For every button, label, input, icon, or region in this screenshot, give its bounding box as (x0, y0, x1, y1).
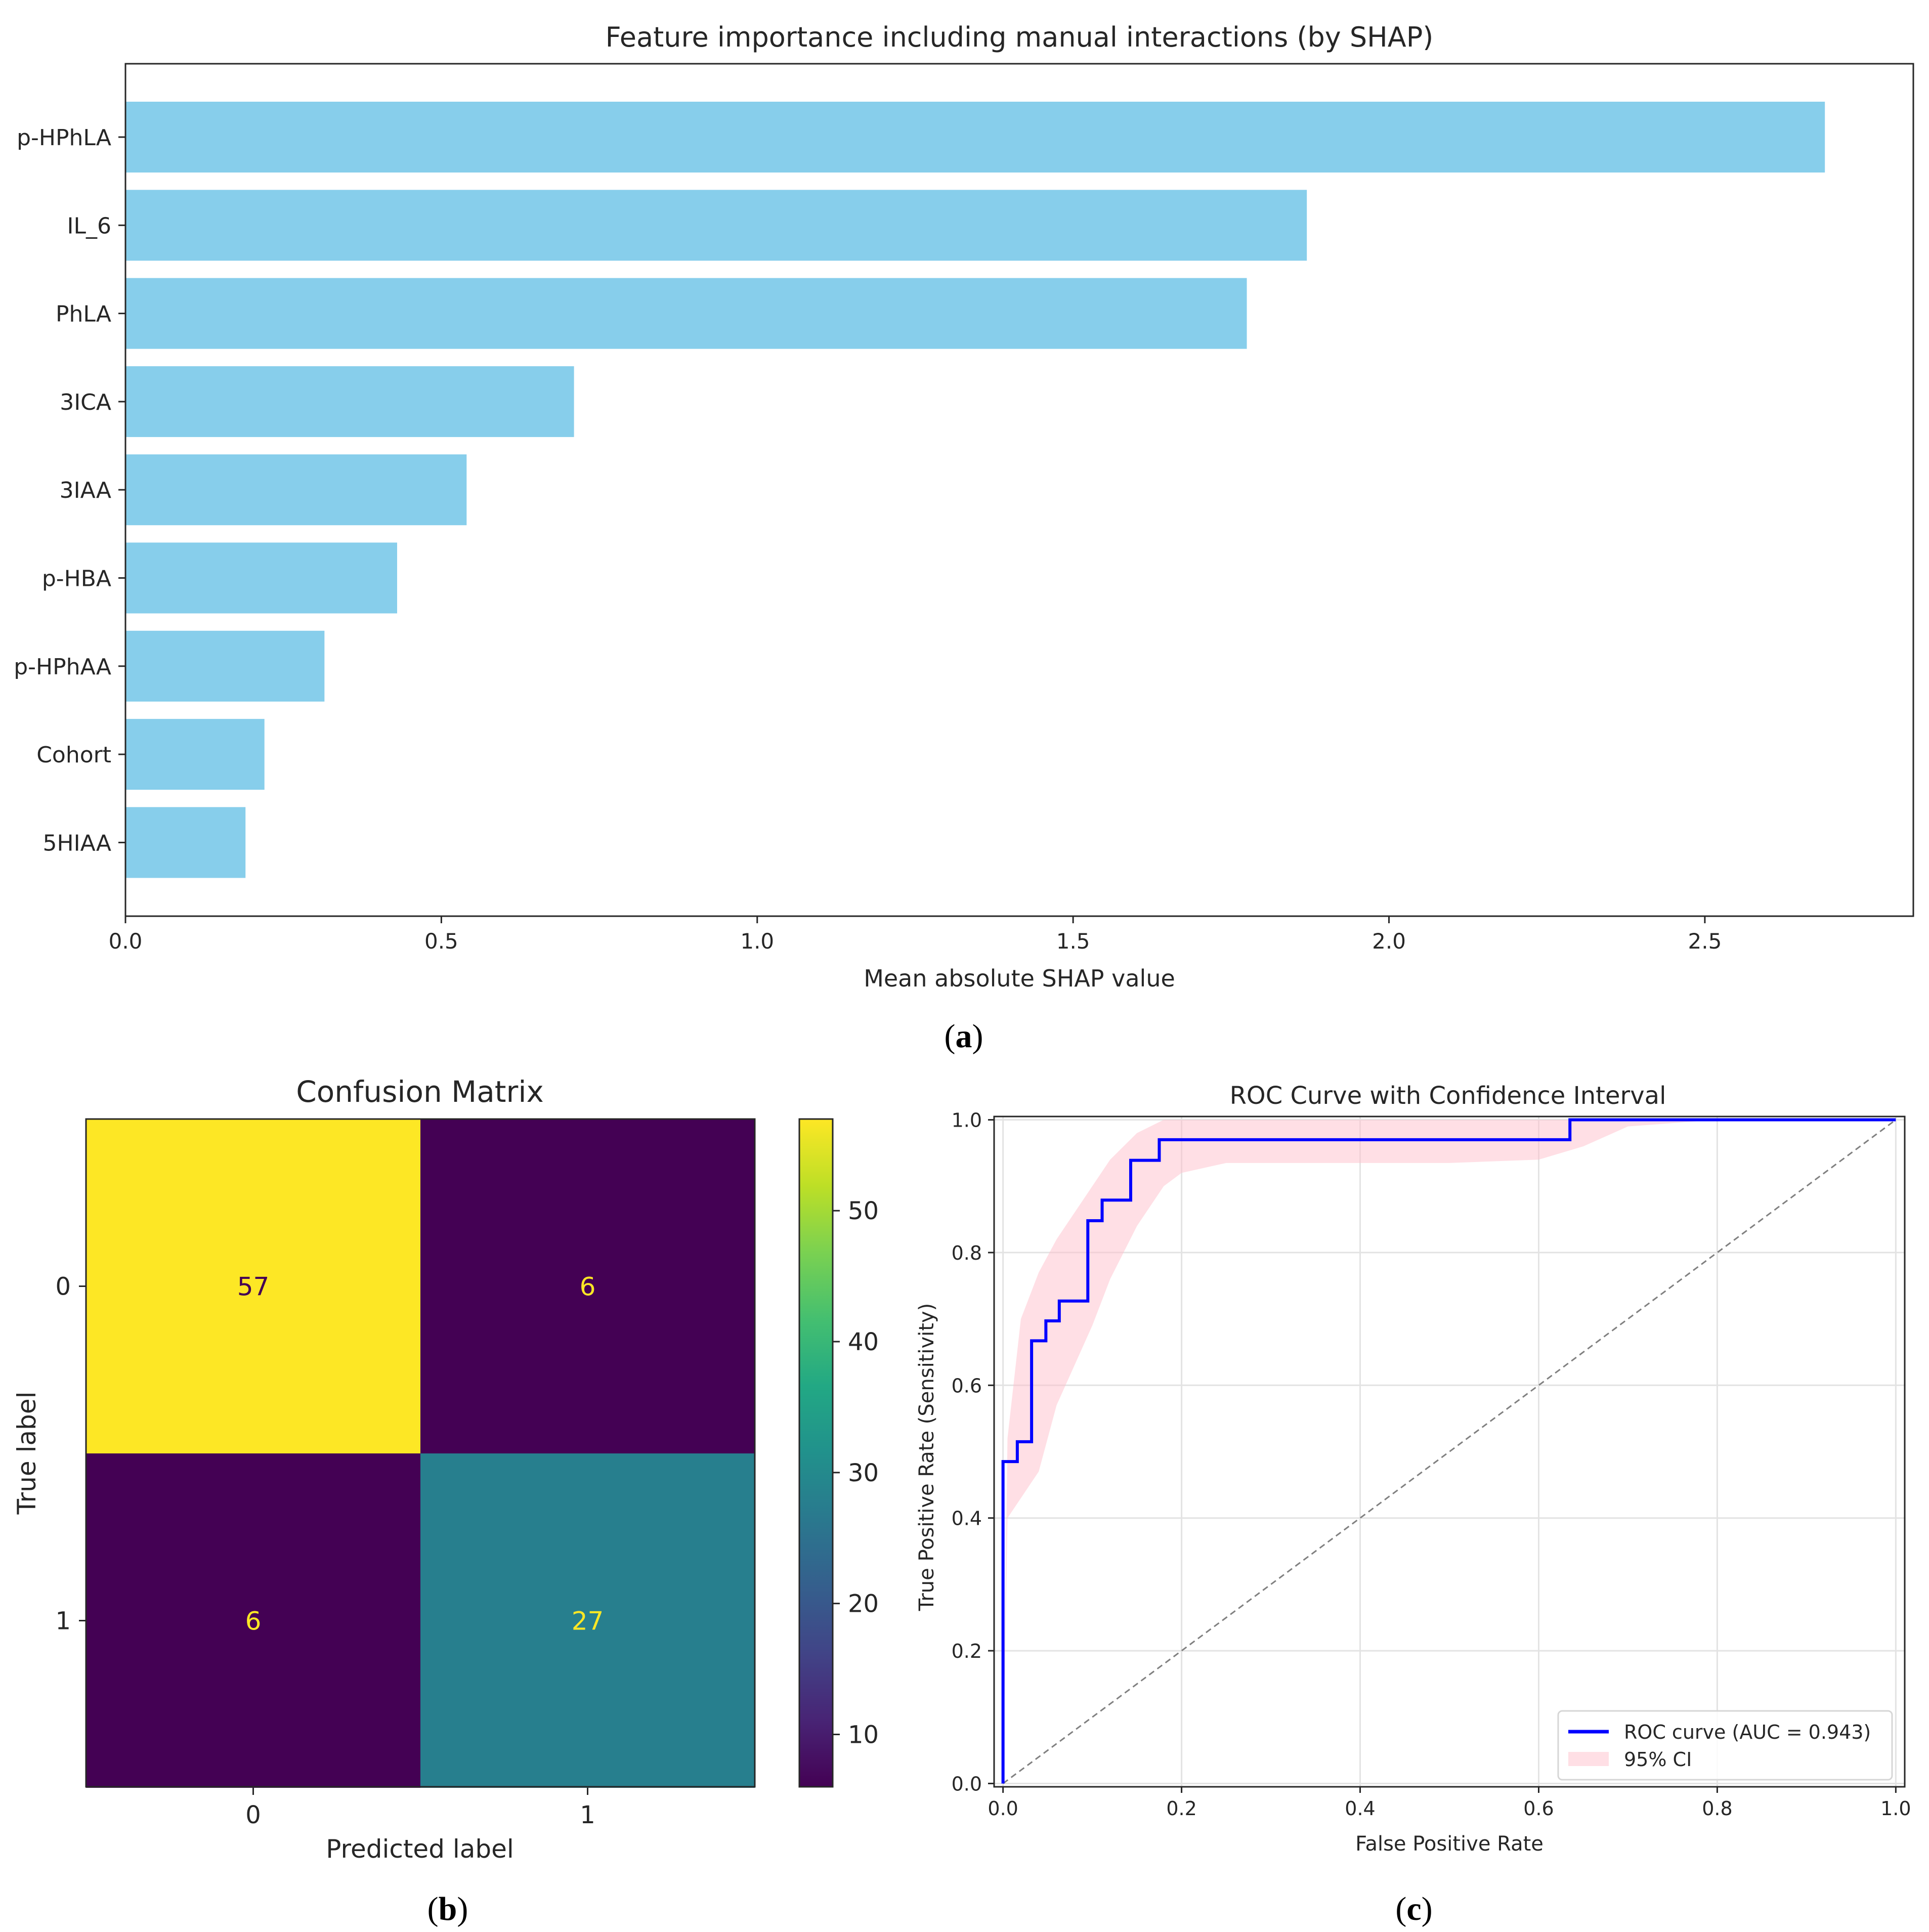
x-tick-label: 0.8 (1702, 1797, 1732, 1820)
x-tick-label: 0.6 (1523, 1797, 1554, 1820)
x-tick-label: 2.0 (1372, 929, 1406, 954)
y-tick-label: 3ICA (60, 390, 111, 415)
y-tick-label: Cohort (36, 742, 111, 768)
panel-b-cells: 57 6 6 27 (86, 1119, 755, 1788)
bar-p-hphaa (125, 630, 325, 702)
matrix-cell-value: 6 (245, 1607, 262, 1636)
bar-il_6 (125, 190, 1307, 261)
panel-b-title: Confusion Matrix (296, 1075, 544, 1109)
colorbar-tick-label: 40 (848, 1328, 879, 1356)
panel-c-lines (1001, 1118, 1897, 1784)
y-tick-label: 5HIAA (43, 830, 111, 856)
x-tick-label: 1.0 (1880, 1797, 1911, 1820)
y-tick-label: 0.8 (952, 1242, 982, 1264)
x-tick-label: 1.5 (1056, 929, 1090, 954)
matrix-cell (86, 1119, 420, 1453)
panel-b-axes-frame (85, 1118, 756, 1788)
y-tick-label: 3IAA (60, 478, 111, 503)
x-tick-label: 0.0 (988, 1797, 1018, 1820)
bar-p-hba (125, 542, 397, 614)
x-tick-label: 0.4 (1345, 1797, 1375, 1820)
panel-a-bars (125, 102, 1825, 878)
panel-c-grid (994, 1117, 1905, 1787)
matrix-cell-value: 6 (580, 1272, 596, 1302)
y-tick-label: p-HPhAA (14, 654, 111, 680)
y-tick-label: 1.0 (952, 1109, 982, 1132)
x-tick-label: 2.5 (1688, 929, 1722, 954)
x-tick-label: 0.2 (1166, 1797, 1196, 1820)
bar-5hiaa (125, 807, 246, 878)
matrix-cell (420, 1453, 755, 1788)
panel-a-axes-frame (124, 63, 1914, 917)
panel-c-caption: (c) (1395, 1891, 1432, 1927)
panel-a-caption: (a) (945, 1018, 983, 1055)
bar-cohort (125, 719, 265, 790)
panel-c-ticks: 0.0 0.2 0.4 0.6 0.8 1.0 0.0 0.2 0.4 0.6 0.8 1.0 (952, 1109, 1911, 1820)
x-tick-label: 1 (580, 1801, 595, 1829)
colorbar-tick-label: 50 (848, 1197, 879, 1225)
x-tick-label: 0.5 (424, 929, 458, 954)
panel-c-x-axis-label: False Positive Rate (1355, 1832, 1544, 1856)
panel-c-legend: ROC curve (AUC = 0.943) 95% CI (1557, 1710, 1893, 1781)
matrix-cell (420, 1119, 755, 1453)
bar-3iaa (125, 454, 467, 526)
matrix-cell (86, 1453, 420, 1788)
x-tick-label: 1.0 (740, 929, 774, 954)
colorbar-tick-label: 20 (848, 1590, 879, 1618)
x-tick-label: 0 (245, 1801, 261, 1829)
panel-c-title: ROC Curve with Confidence Interval (1230, 1082, 1666, 1110)
bar-3ica (125, 366, 574, 437)
panel-c-y-axis-label: True Positive Rate (Sensitivity) (915, 1303, 938, 1611)
y-tick-label: IL_6 (67, 213, 111, 239)
panel-b-colorbar (798, 1118, 834, 1788)
y-tick-label: 0.2 (952, 1640, 982, 1662)
bar-p-hphla (125, 102, 1825, 173)
panel-c-axes-frame (993, 1115, 1906, 1788)
panel-b-ticks: 0 1 0 1 (55, 1273, 595, 1830)
matrix-cell-value: 57 (237, 1272, 270, 1302)
diagonal-reference-line (1002, 1119, 1897, 1784)
confusion-matrix-panel: Confusion Matrix 57 66 27 0 101 Predicted l… (12, 1075, 879, 1927)
matrix-cell-value: 27 (572, 1607, 604, 1636)
panel-b-y-axis-label: True label (12, 1391, 41, 1515)
shap-feature-importance-panel: Feature importance including manual inte… (14, 21, 1914, 1055)
panel-a-x-ticks: 0.0 0.5 1.0 1.5 2.0 2.5 (109, 916, 1722, 954)
panel-c-legend-box (1557, 1710, 1893, 1781)
y-tick-label: 0.0 (952, 1773, 982, 1795)
x-tick-label: 0.0 (109, 929, 143, 954)
panel-c-caption-letter: c (1406, 1891, 1421, 1927)
panel-c-legend-ci-swatch (1568, 1752, 1609, 1766)
panel-b-caption-letter: b (439, 1891, 457, 1927)
panel-b-caption: (b) (427, 1891, 468, 1927)
panel-c-legend-ci-label: 95% CI (1624, 1748, 1692, 1771)
y-tick-label: 0.4 (952, 1508, 982, 1530)
roc-curve-line (1001, 1118, 1896, 1784)
roc-curve-panel: ROC Curve with Confidence Interval 0.0 0.… (915, 1082, 1911, 1927)
panel-a-x-axis-label: Mean absolute SHAP value (864, 965, 1175, 992)
panel-a-caption-letter: a (956, 1018, 972, 1055)
colorbar-tick-label: 10 (848, 1721, 879, 1749)
y-tick-label: 1 (55, 1607, 71, 1636)
colorbar-tick-label: 30 (848, 1459, 879, 1487)
panel-a-y-ticks: p-HPhLA IL_6 PhLA 3ICA 3IAA p-HBA p-HPhAA Cohor… (14, 125, 125, 856)
bar-phla (125, 278, 1247, 349)
y-tick-label: p-HPhLA (17, 125, 111, 151)
panel-b-x-axis-label: Predicted label (326, 1834, 514, 1864)
y-tick-label: p-HBA (42, 566, 111, 592)
y-tick-label: 0 (55, 1273, 71, 1301)
y-tick-label: PhLA (56, 302, 111, 327)
panel-c-legend-roc-label: ROC curve (AUC = 0.943) (1624, 1721, 1871, 1743)
panel-b-colorbar-ticks: 10 20 30 40 50 (833, 1197, 879, 1749)
y-tick-label: 0.6 (952, 1375, 982, 1397)
panel-a-title: Feature importance including manual inte… (606, 21, 1434, 53)
panel-c-ci-band (1003, 1120, 1896, 1784)
